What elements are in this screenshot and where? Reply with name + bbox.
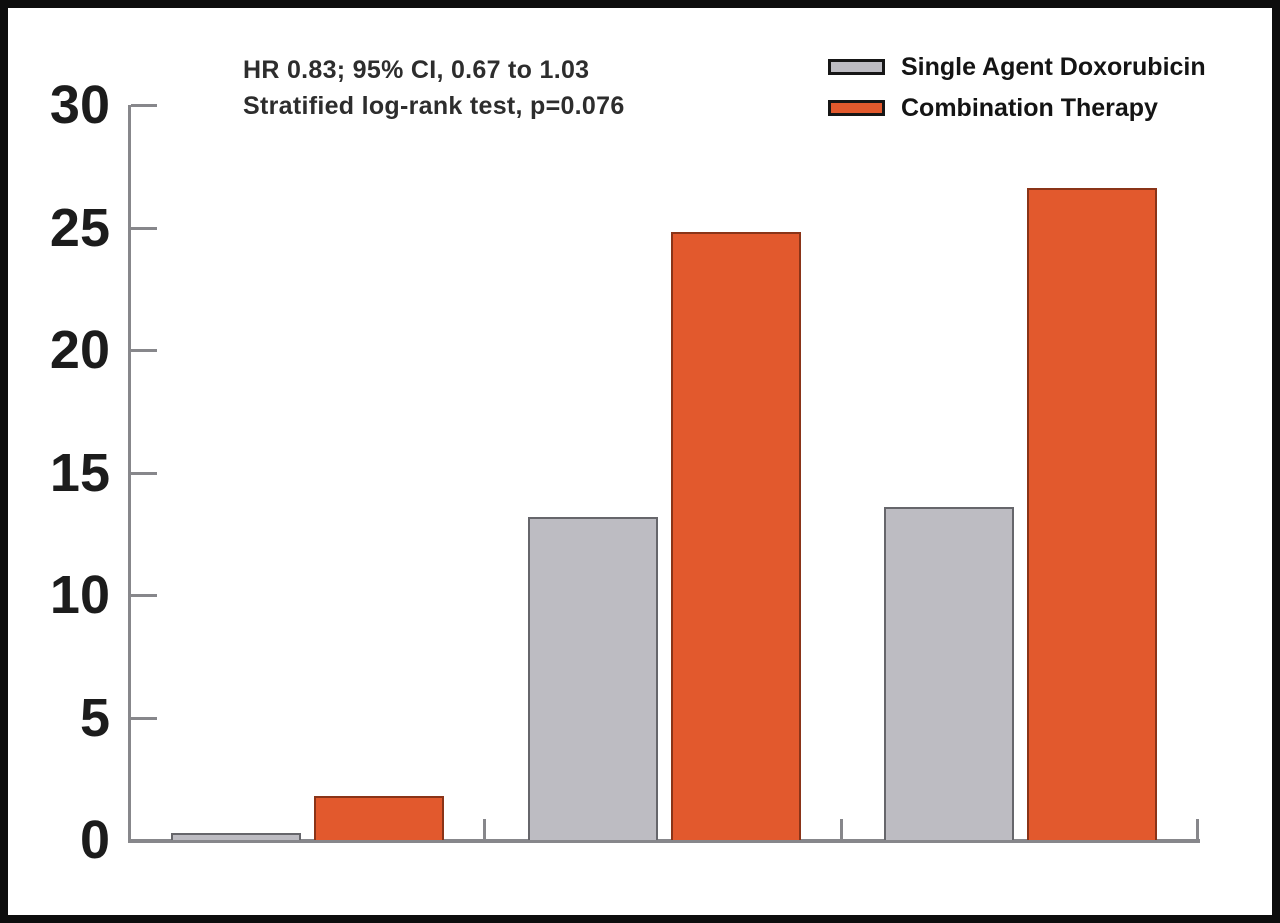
bar-single-agent-doxorubicin-group-2 [528,517,658,840]
legend-swatch-single-agent-doxorubicin [828,59,885,75]
legend-label: Single Agent Doxorubicin [901,52,1206,81]
bar-single-agent-doxorubicin-group-1 [171,833,301,840]
legend-item-single-agent-doxorubicin: Single Agent Doxorubicin [828,52,1206,82]
y-tick-label: 0 [79,810,110,870]
y-tick-label: 20 [49,320,110,380]
y-axis-line [128,105,131,843]
y-tick [131,594,157,597]
bar-combination-therapy-group-1 [314,796,444,840]
bar-single-agent-doxorubicin-group-3 [884,507,1014,840]
stats-annotation: HR 0.83; 95% CI, 0.67 to 1.03 Stratified… [243,52,625,124]
y-tick-label: 25 [49,197,110,258]
y-tick [131,349,157,352]
log-rank-annotation: Stratified log-rank test, p=0.076 [243,92,625,120]
x-tick [483,819,487,840]
y-tick-label: 15 [49,442,110,503]
plot-area: 0 5 10 15 20 25 30 [50,75,1200,870]
bar-combination-therapy-group-3 [1027,188,1157,840]
y-tick [131,226,157,230]
hazard-ratio-annotation: HR 0.83; 95% CI, 0.67 to 1.03 [243,56,590,84]
legend-swatch-combination-therapy [828,100,885,116]
y-tick-label: 10 [49,565,110,625]
x-tick [1196,819,1199,840]
y-tick [131,104,157,107]
legend-label: Combination Therapy [901,93,1158,122]
y-tick [131,716,157,720]
legend: Single Agent Doxorubicin Combination Ther… [828,52,1206,134]
y-tick [131,471,157,475]
x-axis-line [128,839,1200,843]
y-tick-label: 30 [49,75,110,135]
bar-combination-therapy-group-2 [671,232,801,840]
legend-item-combination-therapy: Combination Therapy [828,93,1206,123]
x-tick [839,819,843,840]
y-tick-label: 5 [79,687,110,748]
